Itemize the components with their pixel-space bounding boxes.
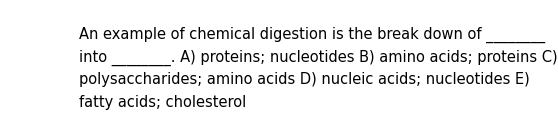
Text: An example of chemical digestion is the break down of ________: An example of chemical digestion is the … xyxy=(79,27,545,43)
Text: fatty acids; cholesterol: fatty acids; cholesterol xyxy=(79,95,247,110)
Text: polysaccharides; amino acids D) nucleic acids; nucleotides E): polysaccharides; amino acids D) nucleic … xyxy=(79,72,530,87)
Text: into ________. A) proteins; nucleotides B) amino acids; proteins C): into ________. A) proteins; nucleotides … xyxy=(79,50,558,66)
